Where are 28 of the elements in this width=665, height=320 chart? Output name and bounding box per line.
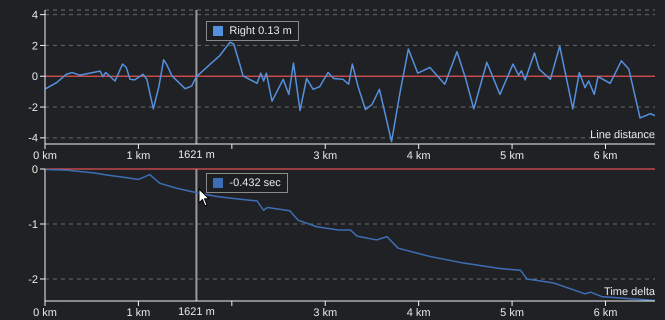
x-tick-label: 1 km	[126, 306, 150, 319]
annotation: Time delta	[604, 285, 655, 299]
x-tick-label: 4 km	[406, 306, 431, 319]
x-tick-label: 6 km	[594, 306, 618, 319]
annotation: Right 0.13 m	[229, 25, 292, 37]
x-tick-label: 5 km	[500, 306, 524, 319]
y-tick-label: 2	[32, 40, 38, 52]
y-tick-label: -2	[28, 102, 38, 114]
x-tick-label: 6 km	[594, 150, 618, 162]
x-tick-label: 5 km	[500, 150, 524, 162]
tooltip-box: -0.432 sec	[206, 173, 288, 193]
x-tick-label: 0 km	[33, 306, 57, 319]
y-tick-label: 0	[32, 71, 38, 84]
x-tick-label: 4 km	[406, 150, 431, 162]
annotation: -0.432 sec	[229, 177, 281, 189]
x-tick-label: 0 km	[33, 150, 57, 162]
y-tick-label: -1	[28, 218, 38, 231]
y-tick-label: 4	[32, 10, 38, 22]
tooltip-box: Right 0.13 m	[206, 21, 299, 41]
x-tick-label: 3 km	[313, 150, 338, 162]
ref-line-label: 1621 m	[177, 149, 216, 162]
x-tick-label: 3 km	[313, 306, 338, 319]
y-tick-label: -2	[28, 274, 38, 286]
annotation: Line distance	[590, 128, 655, 142]
y-tick-label: -4	[28, 132, 38, 145]
ref-line-label: 1621 m	[177, 306, 216, 319]
y-tick-label: 0	[32, 164, 38, 176]
x-tick-label: 1 km	[126, 150, 150, 162]
